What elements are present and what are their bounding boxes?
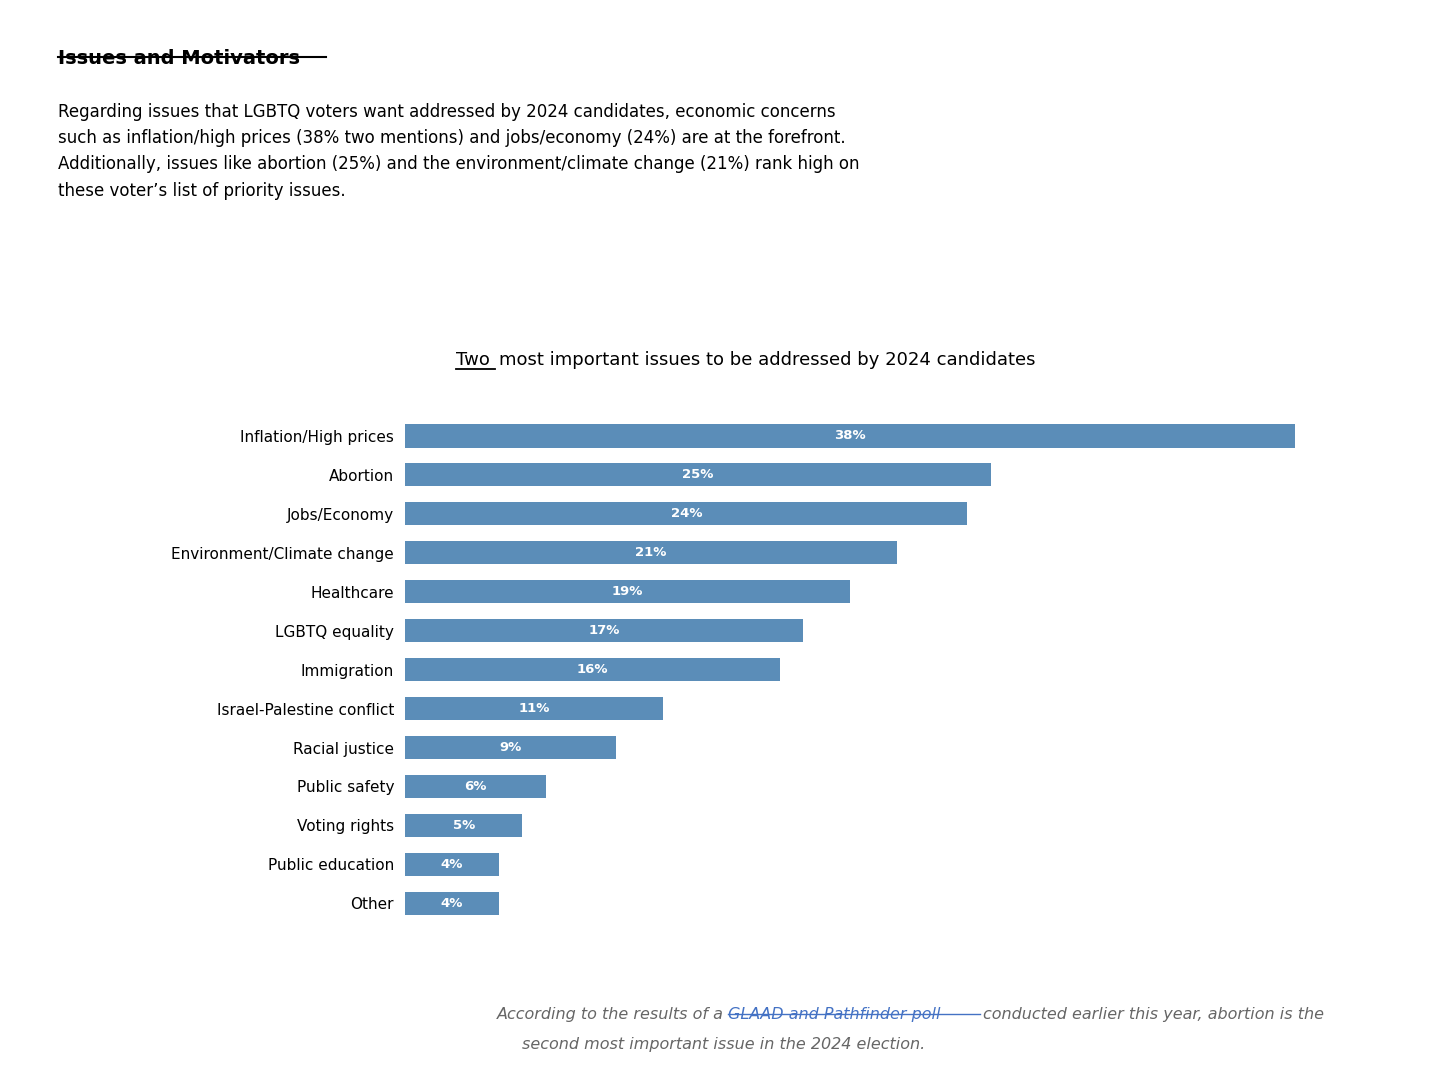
Text: 4%: 4% xyxy=(441,858,463,870)
Text: 17%: 17% xyxy=(589,624,619,637)
Text: 21%: 21% xyxy=(635,546,667,559)
Bar xyxy=(405,735,616,759)
Text: 4%: 4% xyxy=(441,896,463,909)
Bar xyxy=(405,580,851,604)
Text: 24%: 24% xyxy=(670,508,702,521)
Text: 11%: 11% xyxy=(518,702,550,715)
Text: According to the results of a: According to the results of a xyxy=(496,1007,724,1022)
Bar xyxy=(405,853,499,876)
Text: Regarding issues that LGBTQ voters want addressed by 2024 candidates, economic c: Regarding issues that LGBTQ voters want … xyxy=(58,103,860,200)
Bar xyxy=(405,424,1295,447)
Bar xyxy=(405,502,968,526)
Text: 6%: 6% xyxy=(464,780,486,793)
Text: most important issues to be addressed by 2024 candidates: most important issues to be addressed by… xyxy=(499,351,1036,369)
Text: Two: Two xyxy=(456,351,489,369)
Bar xyxy=(405,463,991,486)
Text: 9%: 9% xyxy=(499,741,522,754)
Text: second most important issue in the 2024 election.: second most important issue in the 2024 … xyxy=(522,1037,925,1052)
Text: GLAAD and Pathfinder poll: GLAAD and Pathfinder poll xyxy=(728,1007,941,1022)
Text: 25%: 25% xyxy=(683,469,713,482)
Bar xyxy=(405,541,897,565)
Text: Issues and Motivators: Issues and Motivators xyxy=(58,49,300,68)
Bar xyxy=(405,658,780,681)
Bar xyxy=(405,892,499,915)
Bar xyxy=(405,619,803,643)
Text: conducted earlier this year, abortion is the: conducted earlier this year, abortion is… xyxy=(983,1007,1324,1022)
Text: 5%: 5% xyxy=(453,819,475,832)
Bar xyxy=(405,774,546,798)
Text: 16%: 16% xyxy=(577,663,608,676)
Bar xyxy=(405,813,522,837)
Bar xyxy=(405,697,663,720)
Text: 38%: 38% xyxy=(835,430,867,443)
Text: 19%: 19% xyxy=(612,585,644,598)
